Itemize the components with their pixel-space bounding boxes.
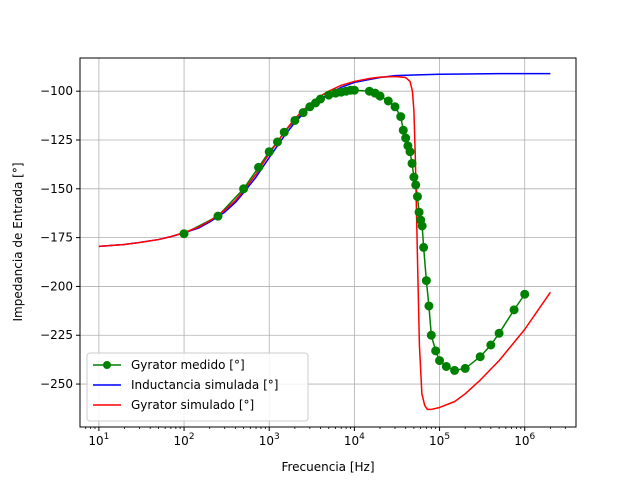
data-point (421, 276, 431, 286)
x-tick-label: 104 (344, 432, 365, 448)
data-point (426, 330, 436, 340)
y-axis: −100 −125 −150 −175 −200 −225 −250 (40, 84, 80, 391)
data-point (419, 242, 429, 252)
y-tick-label: −150 (40, 182, 73, 196)
x-tick-label: 106 (514, 432, 535, 448)
data-point (239, 184, 249, 194)
data-point (409, 172, 419, 182)
data-point (412, 192, 422, 202)
x-axis: 101 102 103 104 105 106 (85, 427, 566, 448)
plot-area (98, 72, 551, 411)
data-point (486, 340, 496, 350)
data-point (213, 211, 223, 221)
y-tick-label: −250 (40, 377, 73, 391)
data-point (450, 365, 460, 375)
data-point (417, 221, 427, 231)
data-point (316, 94, 326, 104)
data-point (411, 180, 421, 190)
series-line-3 (98, 75, 551, 411)
data-point (264, 147, 274, 157)
data-point (441, 361, 451, 371)
grid (80, 58, 576, 427)
data-point (475, 352, 485, 362)
x-tick-label: 103 (259, 432, 280, 448)
data-point (405, 147, 415, 157)
legend-marker (103, 361, 111, 369)
series-layer (98, 72, 551, 411)
x-tick-label: 105 (429, 432, 450, 448)
data-point (494, 328, 504, 338)
data-point (509, 305, 519, 315)
data-point (179, 229, 189, 239)
data-point (414, 207, 424, 217)
data-point (349, 85, 359, 95)
legend-label: Inductancia simulada [°] (131, 378, 278, 392)
x-tick-label: 102 (174, 432, 195, 448)
y-tick-label: −225 (40, 328, 73, 342)
data-point (398, 125, 408, 135)
y-tick-label: −100 (40, 84, 73, 98)
legend-box (86, 352, 309, 422)
data-point (431, 346, 441, 356)
plot-frame (79, 57, 577, 428)
y-tick-label: −175 (40, 231, 73, 245)
data-point (424, 301, 434, 311)
y-tick-label: −125 (40, 133, 73, 147)
legend-label: Gyrator simulado [°] (131, 398, 254, 412)
data-point (435, 356, 445, 366)
data-point (272, 137, 282, 147)
data-point (520, 289, 530, 299)
data-point (298, 108, 308, 118)
data-point (375, 91, 385, 101)
data-point (407, 158, 417, 168)
y-axis-label: Impedancia de Entrada [°] (11, 162, 25, 321)
data-point (401, 133, 411, 143)
y-tick-label: −200 (40, 279, 73, 293)
legend-label: Gyrator medido [°] (131, 358, 245, 372)
data-point (390, 102, 400, 112)
data-point (383, 96, 393, 106)
data-point (396, 112, 406, 122)
data-point (279, 127, 289, 137)
data-point (290, 115, 300, 125)
data-point (254, 162, 264, 172)
x-tick-label: 101 (88, 432, 109, 448)
legend: Gyrator medido [°] Inductancia simulada [… (86, 352, 309, 422)
data-point (460, 363, 470, 373)
x-axis-label: Frecuencia [Hz] (281, 460, 374, 474)
